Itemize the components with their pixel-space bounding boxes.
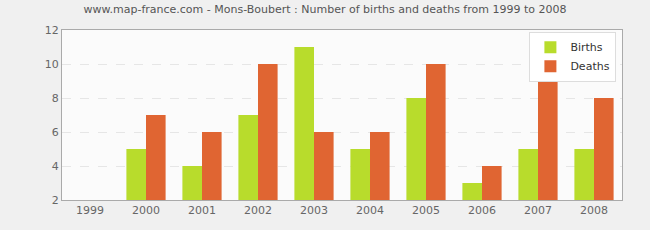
svg-text:Deaths: Deaths (570, 60, 609, 73)
svg-text:Births: Births (570, 41, 602, 54)
svg-text:2004: 2004 (356, 204, 384, 217)
svg-text:2000: 2000 (132, 204, 160, 217)
svg-text:12: 12 (45, 24, 59, 37)
svg-text:www.map-france.com - Mons-Boub: www.map-france.com - Mons-Boubert : Numb… (84, 3, 567, 16)
svg-text:2006: 2006 (468, 204, 496, 217)
svg-text:8: 8 (52, 92, 59, 105)
svg-text:2002: 2002 (244, 204, 272, 217)
svg-text:2003: 2003 (300, 204, 328, 217)
svg-text:1999: 1999 (76, 204, 104, 217)
svg-text:2: 2 (52, 194, 59, 207)
svg-text:2007: 2007 (524, 204, 552, 217)
svg-text:2008: 2008 (580, 204, 608, 217)
svg-text:2005: 2005 (412, 204, 440, 217)
svg-text:4: 4 (52, 160, 59, 173)
svg-text:10: 10 (45, 58, 59, 71)
svg-text:6: 6 (52, 126, 59, 139)
svg-text:2001: 2001 (188, 204, 216, 217)
